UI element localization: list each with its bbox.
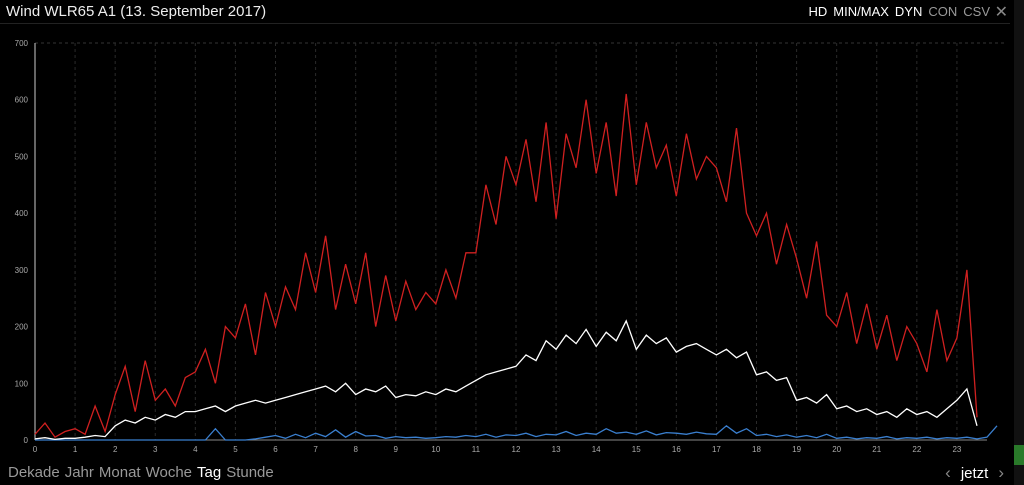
x-tick-label: 9 [394, 445, 399, 454]
x-tick-label: 21 [872, 445, 881, 454]
chart-title: Wind WLR65 A1 (13. September 2017) [6, 3, 267, 20]
range-monat[interactable]: Monat [98, 464, 141, 481]
x-tick-label: 11 [472, 445, 481, 454]
x-tick-label: 17 [712, 445, 721, 454]
status-indicator [1014, 445, 1024, 465]
y-tick-label: 600 [15, 96, 29, 105]
x-tick-label: 20 [832, 445, 841, 454]
x-tick-label: 7 [313, 445, 318, 454]
series-line-2 [35, 424, 998, 441]
y-tick-label: 200 [15, 323, 29, 332]
x-tick-label: 1 [73, 445, 78, 454]
prev-icon[interactable]: ‹ [945, 463, 951, 482]
y-tick-label: 400 [15, 209, 29, 218]
next-icon[interactable]: › [998, 463, 1004, 482]
x-tick-label: 12 [512, 445, 521, 454]
y-tick-label: 700 [15, 39, 29, 48]
y-tick-label: 300 [15, 266, 29, 275]
series-line-1 [34, 319, 978, 441]
x-tick-label: 22 [912, 445, 921, 454]
x-tick-label: 23 [952, 445, 961, 454]
x-tick-label: 15 [632, 445, 641, 454]
range-tag[interactable]: Tag [197, 464, 222, 481]
x-tick-label: 16 [672, 445, 681, 454]
y-tick-label: 500 [15, 152, 29, 161]
divider [0, 23, 1010, 24]
x-tick-label: 5 [233, 445, 238, 454]
x-tick-label: 4 [193, 445, 198, 454]
range-stunde[interactable]: Stunde [226, 464, 274, 481]
series-line-0 [34, 93, 978, 439]
x-tick-label: 14 [592, 445, 601, 454]
y-tick-label: 100 [15, 379, 29, 388]
y-tick-label: 0 [24, 436, 29, 445]
x-tick-label: 6 [273, 445, 278, 454]
x-tick-label: 10 [431, 445, 440, 454]
x-tick-label: 13 [552, 445, 561, 454]
scrollbar[interactable] [1014, 0, 1024, 485]
range-woche[interactable]: Woche [145, 464, 193, 481]
range-selector: Dekade Jahr Monat Woche Tag Stunde [8, 464, 274, 481]
x-tick-label: 19 [792, 445, 801, 454]
range-jahr[interactable]: Jahr [64, 464, 94, 481]
option-hd[interactable]: HD [808, 4, 828, 19]
x-tick-label: 3 [153, 445, 158, 454]
option-minmax[interactable]: MIN/MAX [833, 4, 889, 19]
close-icon[interactable]: ✕ [994, 4, 1008, 21]
range-dekade[interactable]: Dekade [8, 464, 60, 481]
x-tick-label: 0 [33, 445, 38, 454]
now-button[interactable]: jetzt [960, 464, 989, 482]
chart-options: HD MIN/MAX DYN CON CSV [809, 4, 990, 19]
option-con[interactable]: CON [928, 4, 958, 19]
x-tick-label: 8 [353, 445, 358, 454]
option-csv[interactable]: CSV [963, 4, 990, 19]
x-tick-label: 2 [113, 445, 118, 454]
option-dyn[interactable]: DYN [894, 4, 923, 19]
time-navigation: ‹ jetzt › [945, 463, 1004, 483]
wind-chart: 0 1 2 3 4 5 6 7 8 9 10 11 12 13 14 15 16 17 18 19 20 21 22 2301… [15, 39, 1007, 454]
x-tick-label: 18 [752, 445, 761, 454]
